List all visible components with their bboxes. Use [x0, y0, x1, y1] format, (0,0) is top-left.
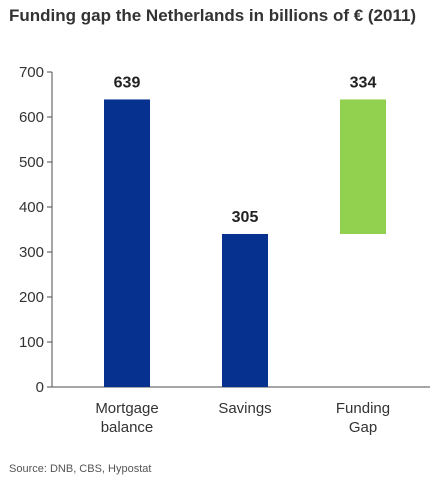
y-tick-label: 300	[19, 244, 44, 261]
chart-title: Funding gap the Netherlands in billions …	[9, 6, 417, 25]
y-tick-label: 200	[19, 289, 44, 306]
data-labels: 639 305 334	[114, 74, 377, 226]
x-tick-label: Gap	[349, 419, 377, 436]
bar	[340, 99, 386, 234]
data-label: 639	[114, 74, 141, 91]
axes: 0 100 200 300 400 500 600 700	[19, 64, 430, 396]
y-tick-label: 0	[36, 379, 44, 396]
y-tick-label: 600	[19, 109, 44, 126]
data-label: 334	[350, 74, 377, 91]
x-tick-label: Savings	[218, 400, 271, 417]
bar	[222, 234, 268, 387]
y-tick-label: 500	[19, 154, 44, 171]
y-tick-label: 400	[19, 199, 44, 216]
x-tick-label: Funding	[336, 400, 390, 417]
source-note: Source: DNB, CBS, Hypostat	[9, 463, 152, 475]
x-tick-label: balance	[101, 419, 154, 436]
bars	[104, 99, 386, 387]
y-tick-label: 100	[19, 334, 44, 351]
x-tick-labels: Mortgage balance Savings Funding Gap	[95, 400, 390, 436]
bar	[104, 99, 150, 387]
y-tick-label: 700	[19, 64, 44, 81]
data-label: 305	[232, 209, 259, 226]
x-tick-label: Mortgage	[95, 400, 158, 417]
